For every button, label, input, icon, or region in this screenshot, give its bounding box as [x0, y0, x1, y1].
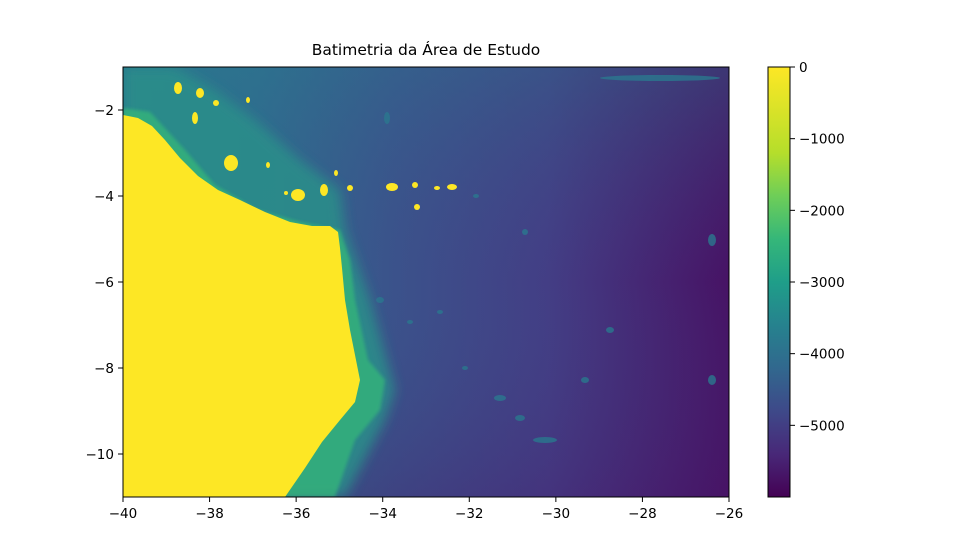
colorbar: [767, 66, 791, 498]
colorbar-tick-label: −1000: [799, 132, 845, 148]
colorbar-tick-label: −3000: [799, 275, 845, 291]
x-tick-label: −30: [542, 506, 571, 522]
seafloor-ridges: [376, 75, 720, 443]
y-tick-label: −8: [94, 361, 114, 377]
y-tick-label: −2: [94, 103, 114, 119]
x-tick-label: −34: [368, 506, 397, 522]
y-tick-label: −4: [94, 189, 114, 205]
colorbar-tick-label: −2000: [799, 203, 845, 219]
x-tick-label: −36: [282, 506, 311, 522]
x-axis: −40 −38 −36 −34 −32 −30 −28 −26: [109, 497, 744, 522]
colorbar-tick-label: −5000: [799, 418, 845, 434]
y-tick-label: −10: [86, 447, 115, 463]
colorbar-axis: 0 −1000 −2000 −3000 −4000 −5000: [790, 60, 845, 434]
x-tick-label: −40: [109, 506, 138, 522]
map-plot-area: [123, 67, 729, 497]
x-tick-label: −28: [628, 506, 657, 522]
seamount-features: [174, 82, 457, 210]
map-title: Batimetria da Área de Estudo: [312, 40, 541, 59]
y-axis: −2 −4 −6 −8 −10: [86, 103, 123, 463]
land-mass: [123, 115, 360, 497]
y-tick-label: −6: [94, 275, 114, 291]
colorbar-tick-label: −4000: [799, 347, 845, 363]
x-tick-label: −38: [195, 506, 224, 522]
x-tick-label: −32: [455, 506, 484, 522]
colorbar-tick-label: 0: [799, 60, 808, 76]
x-tick-label: −26: [715, 506, 744, 522]
